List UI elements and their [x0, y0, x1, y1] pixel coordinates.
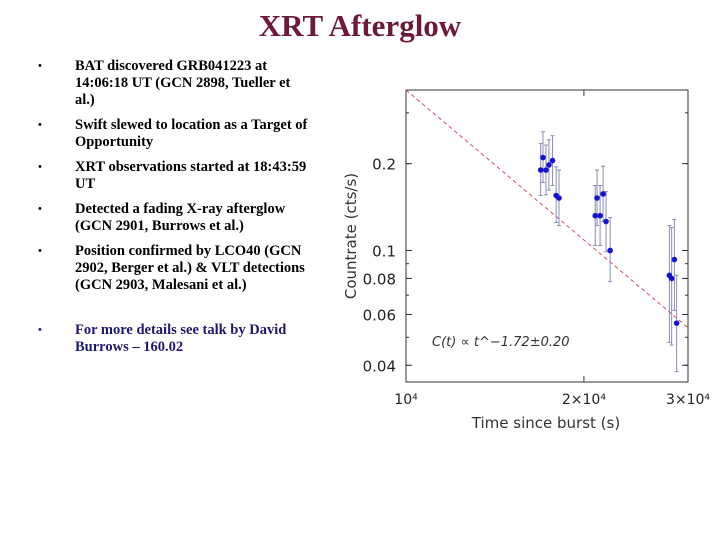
y-axis-label: Countrate (cts/s)	[342, 173, 360, 299]
bullet-item-talk-reference: • For more details see talk by David Burr…	[38, 322, 308, 356]
bullet-dot-icon: •	[38, 119, 42, 131]
data-point	[546, 162, 552, 168]
bullet-item: • Swift slewed to location as a Target of…	[38, 117, 308, 151]
y-tick-label: 0.04	[363, 357, 396, 375]
axis-ticks: 0.2 0.1 0.08 0.06 0.04 10⁴ 2×10⁴ 3×10⁴	[363, 90, 710, 408]
bullet-dot-icon: •	[38, 245, 42, 257]
bullet-text: Position confirmed by LCO40 (GCN 2902, B…	[75, 243, 305, 293]
slide-title: XRT Afterglow	[258, 8, 462, 43]
data-point	[600, 191, 606, 197]
y-tick-label: 0.06	[363, 306, 396, 324]
bullet-text: For more details see talk by David Burro…	[75, 322, 287, 355]
data-point	[592, 212, 599, 219]
y-tick-label: 0.1	[372, 242, 396, 260]
bullet-item: • BAT discovered GRB041223 at 14:06:18 UT…	[38, 58, 308, 109]
bullet-dot-icon: •	[38, 324, 42, 336]
x-tick-label: 3×10⁴	[666, 392, 710, 408]
bullet-item: • Position confirmed by LCO40 (GCN 2902, …	[38, 243, 308, 294]
axis-labels: Time since burst (s) Countrate (cts/s) C(t…	[342, 173, 620, 432]
data-point	[540, 154, 546, 161]
fit-line	[405, 89, 689, 329]
bullet-dot-icon: •	[38, 161, 42, 173]
data-point	[597, 212, 603, 219]
data-point	[668, 275, 675, 282]
x-tick-label: 2×10⁴	[562, 392, 606, 408]
data-point	[537, 167, 544, 173]
bullet-item: • XRT observations started at 18:43:59 UT	[38, 159, 308, 193]
plot-frame	[405, 89, 689, 383]
data-points	[537, 154, 680, 326]
data-point	[671, 256, 678, 263]
y-tick-label: 0.2	[372, 156, 396, 174]
bullet-list: • BAT discovered GRB041223 at 14:06:18 UT…	[38, 58, 308, 364]
power-law-fit	[405, 89, 689, 329]
bullet-dot-icon: •	[38, 203, 42, 215]
bullet-text: Detected a fading X-ray afterglow (GCN 2…	[75, 201, 286, 234]
fit-annotation: C(t) ∝ t^−1.72±0.20	[432, 335, 570, 350]
data-point	[607, 247, 613, 254]
data-point	[556, 195, 562, 201]
bullet-text: BAT discovered GRB041223 at 14:06:18 UT …	[75, 58, 291, 108]
bullet-text: XRT observations started at 18:43:59 UT	[75, 159, 307, 192]
x-tick-label: 10⁴	[394, 392, 418, 408]
data-point	[673, 320, 680, 326]
data-point	[543, 167, 549, 173]
y-tick-label: 0.08	[363, 270, 396, 288]
x-axis-label: Time since burst (s)	[471, 414, 620, 432]
data-point	[603, 218, 609, 225]
bullet-text: Swift slewed to location as a Target of …	[75, 117, 308, 150]
data-point	[549, 157, 556, 164]
bullet-dot-icon: •	[38, 60, 42, 72]
bullet-item: • Detected a fading X-ray afterglow (GCN …	[38, 201, 308, 235]
data-point	[594, 195, 600, 201]
